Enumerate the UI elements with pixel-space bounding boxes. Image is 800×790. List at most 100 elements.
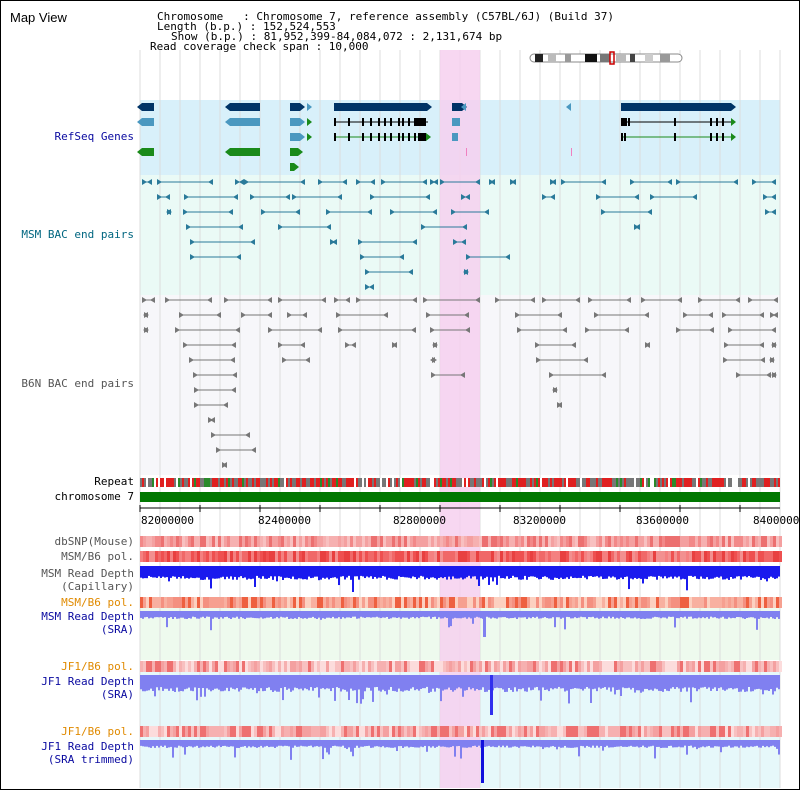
read-depth-bar <box>306 611 308 619</box>
read-depth-bar <box>166 566 168 578</box>
read-depth-bar <box>516 675 518 692</box>
read-depth-bar <box>246 675 248 689</box>
heat-cell <box>425 536 428 547</box>
heat-cell <box>605 551 608 562</box>
read-depth-bar <box>340 740 342 747</box>
heat-cell <box>599 726 602 737</box>
read-depth-bar <box>540 675 542 701</box>
track-label-repeat: Repeat <box>94 475 134 488</box>
read-depth-bar <box>190 675 192 691</box>
heat-cell <box>734 536 737 547</box>
read-depth-bar <box>664 675 666 689</box>
heat-cell <box>476 597 479 608</box>
heat-cell <box>602 726 605 737</box>
read-depth-bar <box>496 611 498 619</box>
heat-cell <box>329 726 332 737</box>
read-depth-bar <box>392 566 394 579</box>
ideogram-band <box>660 54 670 62</box>
repeat-element <box>668 478 670 487</box>
read-depth-bar <box>726 566 728 579</box>
msm-bac-pair-end <box>300 179 305 185</box>
read-depth-bar <box>262 740 264 748</box>
read-depth-bar <box>456 611 458 619</box>
read-depth-bar <box>518 611 520 618</box>
b6n-bac-pair-end <box>426 312 431 318</box>
read-depth-bar <box>244 675 246 688</box>
read-depth-bar <box>658 740 660 747</box>
read-depth-bar <box>318 675 320 698</box>
heat-cell <box>230 536 233 547</box>
read-depth-bar <box>776 566 778 579</box>
read-depth-bar <box>230 566 232 577</box>
exon <box>384 133 386 141</box>
heat-cell <box>272 551 275 562</box>
heat-cell <box>221 661 224 672</box>
track-label-msm-bac[interactable]: MSM BAC end pairs <box>21 228 134 241</box>
heat-cell <box>608 551 611 562</box>
read-depth-bar <box>660 675 662 692</box>
heat-cell <box>341 661 344 672</box>
heat-cell <box>206 661 209 672</box>
read-depth-bar <box>560 740 562 748</box>
read-depth-bar <box>556 740 558 750</box>
read-depth-bar <box>706 740 708 747</box>
heat-cell <box>308 551 311 562</box>
read-depth-bar <box>368 740 370 746</box>
track-label-refseq[interactable]: RefSeq Genes <box>54 130 134 143</box>
heat-cell <box>422 597 425 608</box>
heat-cell <box>302 726 305 737</box>
b6n-bac-pair-end <box>230 357 235 363</box>
read-depth-bar <box>360 611 362 617</box>
b6n-bac-pair-end <box>231 342 236 348</box>
repeat-element <box>550 478 552 487</box>
read-depth-bar <box>458 611 460 619</box>
read-depth-bar <box>722 675 724 690</box>
heat-cell <box>173 726 176 737</box>
b6n-bac-pair-end <box>771 327 776 333</box>
read-depth-bar <box>360 675 362 704</box>
heat-cell <box>713 597 716 608</box>
heat-cell <box>347 597 350 608</box>
read-depth-bar <box>254 675 256 688</box>
read-depth-bar <box>222 740 224 746</box>
repeat-element <box>390 478 392 487</box>
heat-cell <box>512 726 515 737</box>
read-depth-bar <box>694 611 696 619</box>
read-depth-bar <box>172 675 174 691</box>
gene-feature <box>290 103 300 111</box>
read-depth-bar <box>448 675 450 688</box>
read-depth-bar <box>760 611 762 618</box>
heat-cell <box>398 726 401 737</box>
read-depth-bar <box>558 675 560 687</box>
read-depth-bar <box>446 675 448 690</box>
heat-cell <box>569 551 572 562</box>
heat-cell <box>347 661 350 672</box>
heat-cell <box>176 661 179 672</box>
msm-bac-pair-end <box>667 179 672 185</box>
msm-bac-pair-end <box>461 239 466 245</box>
read-depth-bar <box>598 566 600 578</box>
repeat-element <box>564 478 566 487</box>
heat-cell <box>668 661 671 672</box>
heat-cell <box>197 597 200 608</box>
read-depth-bar <box>304 566 306 580</box>
heat-cell <box>155 551 158 562</box>
track-label-b6n-bac[interactable]: B6N BAC end pairs <box>21 377 134 390</box>
read-depth-bar <box>250 675 252 689</box>
read-depth-bar <box>316 566 318 577</box>
heat-cell <box>389 661 392 672</box>
msm-bac-pair-end <box>511 179 516 185</box>
heat-cell <box>191 661 194 672</box>
heat-cell <box>734 551 737 562</box>
heat-cell <box>152 536 155 547</box>
read-depth-bar <box>598 675 600 688</box>
read-depth-bar <box>404 740 406 747</box>
repeat-element <box>192 478 194 487</box>
repeat-element <box>466 478 468 487</box>
heat-cell <box>719 597 722 608</box>
heat-cell <box>461 597 464 608</box>
b6n-bac-pair-end <box>345 297 350 303</box>
heat-cell <box>479 551 482 562</box>
read-depth-bar <box>650 566 652 577</box>
